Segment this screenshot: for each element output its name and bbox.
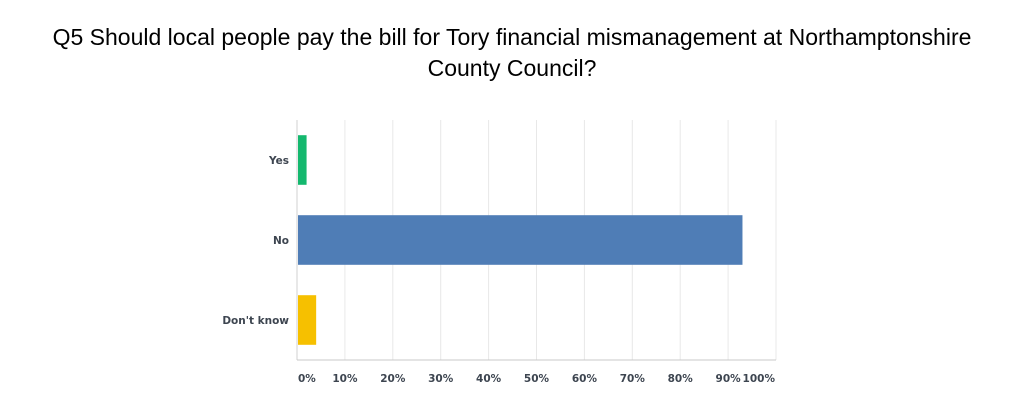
chart-title-line-2: County Council? xyxy=(427,55,597,81)
x-tick-label: 90% xyxy=(716,373,742,385)
x-tick-label: 30% xyxy=(428,373,454,385)
x-tick-label: 50% xyxy=(524,373,550,385)
bar-no xyxy=(298,215,743,265)
chart-title-line-1: Q5 Should local people pay the bill for … xyxy=(52,24,972,50)
x-tick-label: 100% xyxy=(743,373,776,385)
chart-title: Q5 Should local people pay the bill for … xyxy=(0,22,1024,84)
category-label: Don't know xyxy=(222,315,289,327)
x-tick-label: 10% xyxy=(332,373,358,385)
bar-don-t-know xyxy=(298,295,317,345)
bar-yes xyxy=(298,135,307,185)
x-tick-label: 0% xyxy=(298,373,316,385)
category-label: Yes xyxy=(268,155,289,167)
x-tick-label: 40% xyxy=(476,373,502,385)
category-label: No xyxy=(273,235,289,247)
x-tick-label: 80% xyxy=(668,373,694,385)
x-tick-label: 60% xyxy=(572,373,598,385)
x-tick-label: 70% xyxy=(620,373,646,385)
x-tick-label: 20% xyxy=(380,373,406,385)
